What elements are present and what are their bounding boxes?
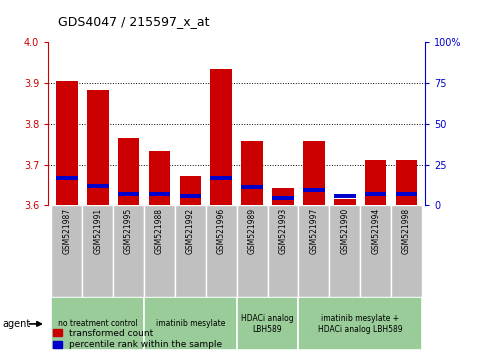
- Bar: [144, 297, 237, 350]
- Text: agent: agent: [2, 319, 30, 329]
- Bar: [334, 199, 355, 205]
- Bar: [303, 188, 325, 192]
- Bar: [237, 205, 268, 297]
- Text: GSM521993: GSM521993: [279, 208, 287, 254]
- Bar: [211, 69, 232, 205]
- Legend: transformed count, percentile rank within the sample: transformed count, percentile rank withi…: [53, 329, 222, 349]
- Bar: [272, 188, 294, 205]
- Bar: [242, 141, 263, 205]
- Bar: [87, 184, 109, 188]
- Text: imatinib mesylate: imatinib mesylate: [156, 319, 225, 329]
- Text: GDS4047 / 215597_x_at: GDS4047 / 215597_x_at: [58, 15, 210, 28]
- Bar: [118, 138, 140, 205]
- Bar: [87, 90, 109, 205]
- Text: GSM521996: GSM521996: [217, 208, 226, 254]
- Bar: [242, 184, 263, 189]
- Bar: [51, 205, 82, 297]
- Text: GSM521994: GSM521994: [371, 208, 380, 254]
- Text: GSM521997: GSM521997: [310, 208, 318, 254]
- Bar: [211, 176, 232, 181]
- Text: GSM521995: GSM521995: [124, 208, 133, 254]
- Bar: [396, 160, 417, 205]
- Text: GSM521989: GSM521989: [248, 208, 256, 254]
- Bar: [180, 176, 201, 205]
- Bar: [175, 205, 206, 297]
- Text: no treatment control: no treatment control: [58, 319, 138, 329]
- Bar: [180, 194, 201, 198]
- Text: HDACi analog
LBH589: HDACi analog LBH589: [241, 314, 294, 333]
- Text: GSM521992: GSM521992: [186, 208, 195, 254]
- Bar: [391, 205, 422, 297]
- Bar: [56, 176, 78, 180]
- Bar: [82, 205, 113, 297]
- Text: imatinib mesylate +
HDACi analog LBH589: imatinib mesylate + HDACi analog LBH589: [318, 314, 402, 333]
- Bar: [298, 297, 422, 350]
- Bar: [334, 194, 355, 198]
- Bar: [51, 297, 144, 350]
- Bar: [298, 205, 329, 297]
- Text: GSM521988: GSM521988: [155, 208, 164, 254]
- Bar: [149, 192, 170, 196]
- Text: GSM521987: GSM521987: [62, 208, 71, 254]
- Bar: [329, 205, 360, 297]
- Bar: [113, 205, 144, 297]
- Bar: [365, 160, 386, 205]
- Bar: [149, 151, 170, 205]
- Bar: [272, 196, 294, 200]
- Bar: [268, 205, 298, 297]
- Bar: [144, 205, 175, 297]
- Bar: [365, 192, 386, 196]
- Bar: [206, 205, 237, 297]
- Bar: [118, 192, 140, 196]
- Text: GSM521991: GSM521991: [93, 208, 102, 254]
- Bar: [396, 192, 417, 196]
- Text: GSM521998: GSM521998: [402, 208, 411, 254]
- Bar: [237, 297, 298, 350]
- Text: GSM521990: GSM521990: [340, 208, 349, 254]
- Bar: [360, 205, 391, 297]
- Bar: [56, 81, 78, 205]
- Bar: [303, 141, 325, 205]
